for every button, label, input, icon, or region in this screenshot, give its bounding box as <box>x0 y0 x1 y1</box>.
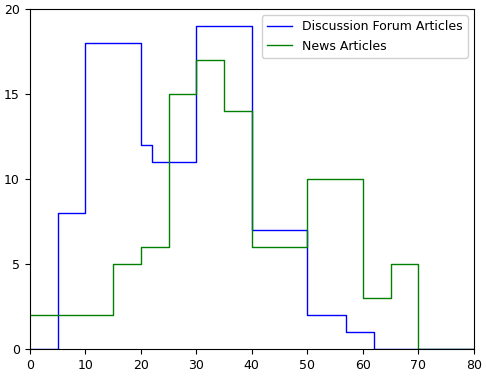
News Articles <box>221 109 227 114</box>
Discussion Forum Articles <box>27 347 33 351</box>
Legend: Discussion Forum Articles, News Articles: Discussion Forum Articles, News Articles <box>262 15 468 58</box>
Discussion Forum Articles <box>249 228 255 232</box>
News Articles <box>27 313 33 317</box>
News Articles <box>360 177 366 181</box>
News Articles <box>138 245 144 249</box>
Line: Discussion Forum Articles: Discussion Forum Articles <box>30 26 474 349</box>
News Articles <box>193 58 199 62</box>
News Articles <box>221 58 227 62</box>
News Articles <box>388 296 394 300</box>
News Articles <box>416 262 421 266</box>
News Articles <box>193 92 199 96</box>
News Articles <box>388 262 394 266</box>
Discussion Forum Articles <box>304 228 310 232</box>
News Articles <box>304 245 310 249</box>
Discussion Forum Articles <box>138 143 144 147</box>
News Articles <box>416 347 421 351</box>
Line: News Articles: News Articles <box>30 60 474 349</box>
News Articles <box>166 92 172 96</box>
Discussion Forum Articles <box>54 211 60 215</box>
Discussion Forum Articles <box>82 41 88 45</box>
Discussion Forum Articles <box>343 313 349 317</box>
News Articles <box>110 262 116 266</box>
News Articles <box>138 262 144 266</box>
Discussion Forum Articles <box>304 313 310 317</box>
News Articles <box>166 245 172 249</box>
Discussion Forum Articles <box>471 347 477 351</box>
News Articles <box>304 177 310 181</box>
Discussion Forum Articles <box>371 330 377 334</box>
News Articles <box>110 313 116 317</box>
News Articles <box>471 347 477 351</box>
News Articles <box>82 313 88 317</box>
Discussion Forum Articles <box>249 24 255 29</box>
Discussion Forum Articles <box>193 24 199 29</box>
Discussion Forum Articles <box>371 347 377 351</box>
Discussion Forum Articles <box>193 160 199 164</box>
News Articles <box>249 109 255 114</box>
Discussion Forum Articles <box>149 143 155 147</box>
Discussion Forum Articles <box>82 211 88 215</box>
Discussion Forum Articles <box>54 347 60 351</box>
News Articles <box>360 296 366 300</box>
News Articles <box>82 313 88 317</box>
Discussion Forum Articles <box>149 160 155 164</box>
News Articles <box>249 245 255 249</box>
Discussion Forum Articles <box>138 41 144 45</box>
Discussion Forum Articles <box>343 330 349 334</box>
